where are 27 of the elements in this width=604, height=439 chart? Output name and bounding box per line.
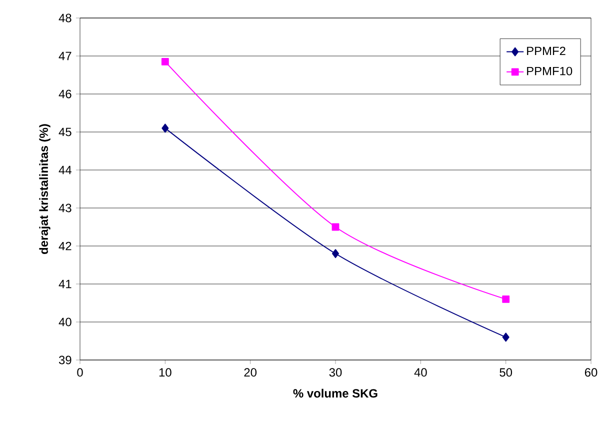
x-tick-label: 40 <box>414 368 427 377</box>
x-tick-label: 20 <box>244 368 257 377</box>
y-tick-label: 43 <box>58 204 72 212</box>
y-tick-label: 42 <box>58 242 72 250</box>
y-tick-label: 44 <box>58 166 72 174</box>
x-tick-label: 60 <box>584 368 598 377</box>
y-tick-label: 46 <box>58 90 72 98</box>
x-tick-label: 0 <box>77 368 83 377</box>
point <box>502 332 510 342</box>
y-tick-label: 41 <box>58 280 72 288</box>
legend-label: PPMF10 <box>527 66 572 76</box>
x-axis-title: % volume SKG <box>293 388 378 398</box>
y-axis-title: derajat kristalinitas (%) <box>39 124 50 254</box>
y-tick-label: 45 <box>58 128 72 136</box>
point <box>162 124 169 133</box>
y-tick-label: 40 <box>58 318 72 326</box>
x-tick-label: 50 <box>500 368 512 377</box>
point <box>332 249 340 258</box>
y-tick-label: 47 <box>58 52 72 60</box>
point <box>332 223 340 231</box>
point <box>502 296 510 303</box>
x-tick-label: 10 <box>159 368 172 377</box>
y-tick-label: 39 <box>58 356 72 364</box>
legend-label: PPMF2 <box>527 46 566 56</box>
point <box>161 58 169 66</box>
y-tick-label: 48 <box>58 14 72 22</box>
x-tick-label: 30 <box>329 368 342 377</box>
